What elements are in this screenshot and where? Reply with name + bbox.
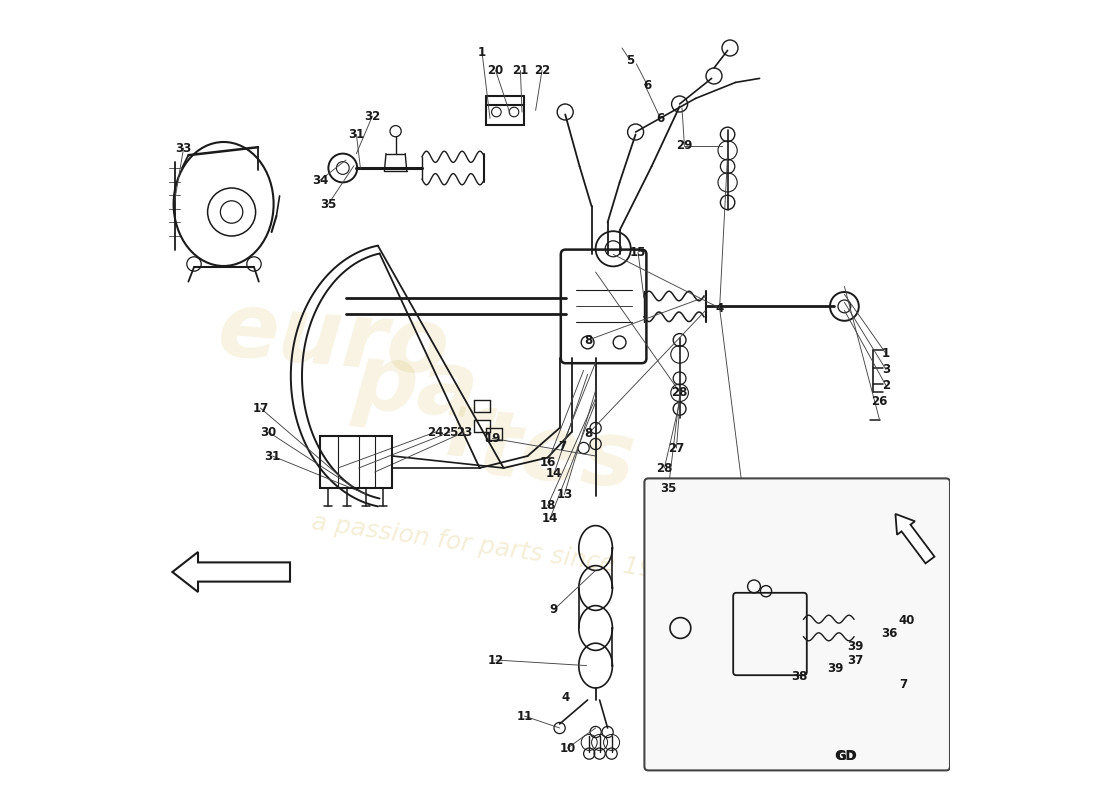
Bar [320,436,393,488]
Text: 15: 15 [630,246,646,258]
Text: 33: 33 [176,142,191,154]
Text: 4: 4 [562,691,570,704]
Text: 25: 25 [442,426,459,438]
Text: 35: 35 [320,198,337,210]
Text: 39: 39 [827,662,844,674]
Text: 8: 8 [584,427,593,440]
Text: 37: 37 [847,654,864,666]
Text: GD: GD [836,750,856,762]
Text: 24: 24 [428,426,443,438]
Text: 28: 28 [671,386,688,398]
Text: 4: 4 [715,302,724,314]
Text: 6: 6 [644,79,651,92]
FancyBboxPatch shape [645,478,950,770]
Text: 1: 1 [477,46,486,58]
Text: 6: 6 [657,112,664,125]
Text: 2: 2 [882,379,890,392]
Text: 14: 14 [546,467,562,480]
Text: 11: 11 [516,710,532,722]
Text: 34: 34 [312,174,329,186]
Text: a passion for parts since 1985: a passion for parts since 1985 [310,510,688,586]
Bar [486,105,525,125]
Text: 21: 21 [513,64,528,77]
Text: 12: 12 [487,654,504,666]
Text: r: r [442,386,494,478]
Text: 38: 38 [791,670,807,682]
Text: 28: 28 [657,462,672,474]
Text: 19: 19 [484,432,500,445]
Text: 36: 36 [881,627,898,640]
Text: 8: 8 [584,334,593,346]
Text: 9: 9 [550,603,558,616]
Text: 32: 32 [364,110,381,122]
Text: 16: 16 [539,456,556,469]
Text: 35: 35 [660,482,676,494]
Text: 1: 1 [882,347,890,360]
Text: 7: 7 [900,678,908,690]
Text: GD: GD [835,749,857,763]
Text: 23: 23 [456,426,473,438]
Text: 40: 40 [899,614,915,626]
Text: 17: 17 [252,402,268,414]
Text: 30: 30 [261,426,276,438]
Text: 29: 29 [676,139,693,152]
Text: 27: 27 [669,442,684,454]
FancyArrow shape [173,552,290,592]
Text: pa: pa [350,338,483,438]
Text: 10: 10 [560,742,575,754]
Text: 3: 3 [882,363,890,376]
Text: 20: 20 [487,64,504,77]
Text: 31: 31 [349,128,364,141]
Text: 13: 13 [557,488,572,501]
Text: 39: 39 [847,640,864,653]
FancyArrow shape [895,514,935,563]
Text: euro: euro [214,286,453,394]
Text: 14: 14 [542,512,558,525]
Text: 26: 26 [871,395,888,408]
Text: 5: 5 [626,54,634,66]
Text: 7: 7 [558,440,566,453]
Text: 31: 31 [264,450,280,462]
Text: 22: 22 [534,64,550,77]
Text: 18: 18 [539,499,556,512]
Text: tes: tes [474,406,639,506]
